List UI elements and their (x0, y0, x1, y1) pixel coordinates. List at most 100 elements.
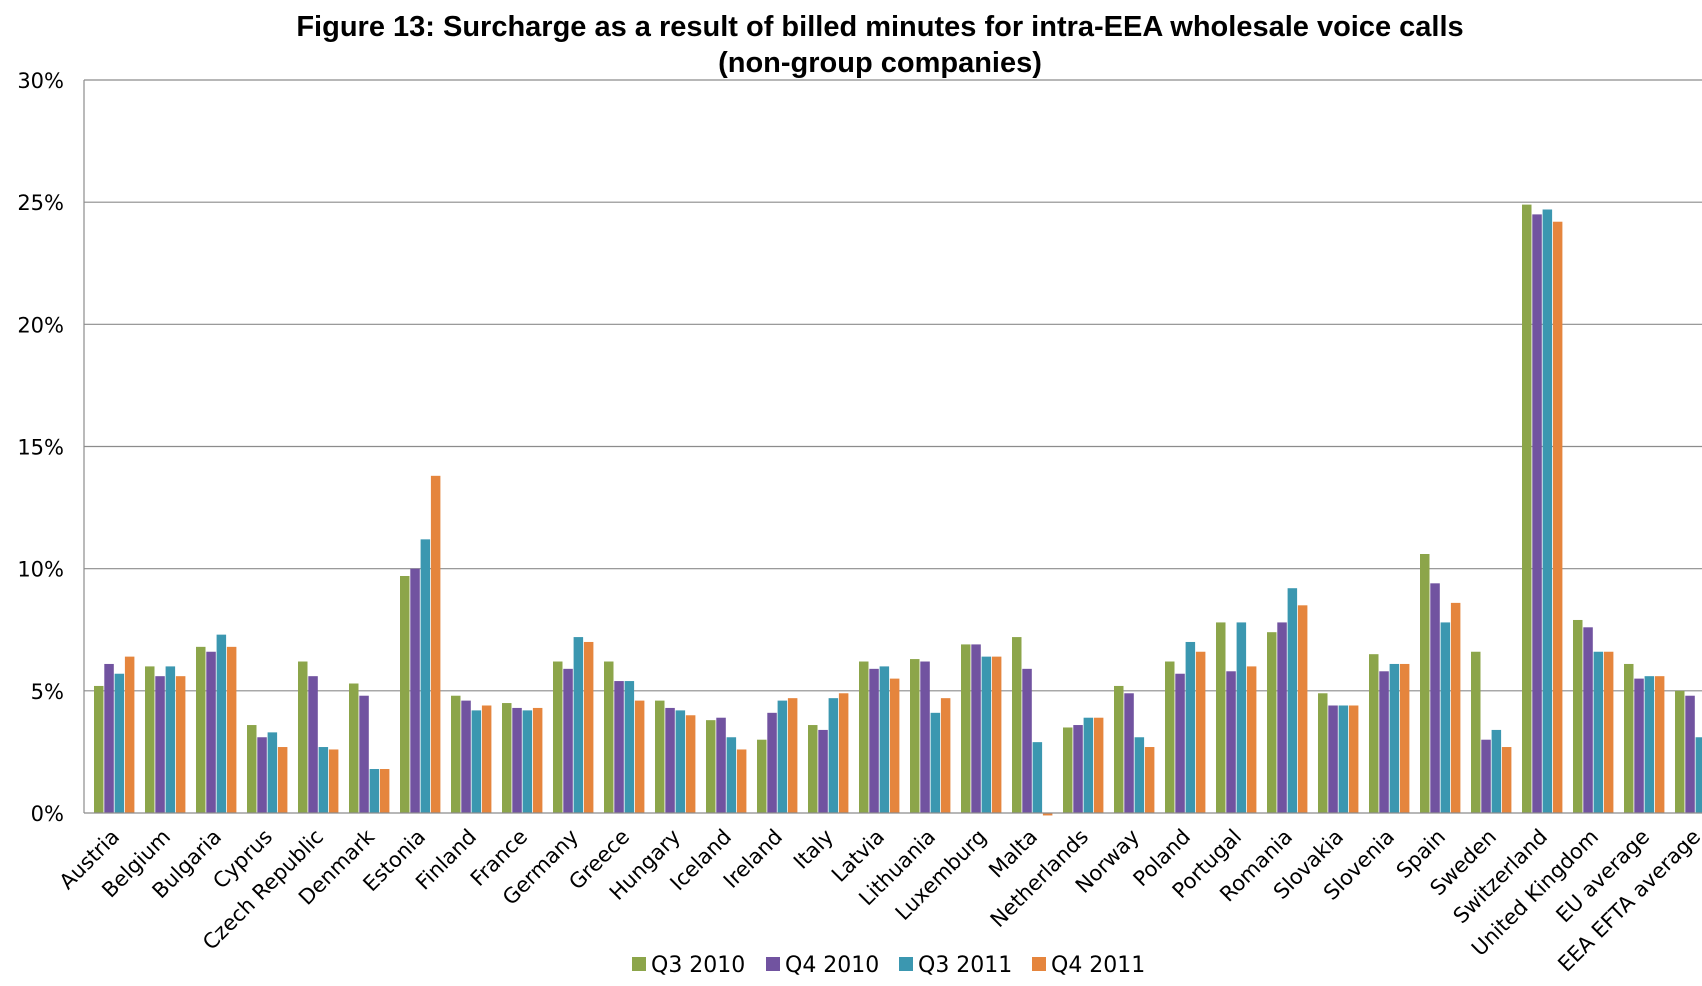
bar-q3-2010 (1267, 632, 1277, 813)
bar-q3-2010 (1012, 637, 1022, 813)
bar-q4-2010 (767, 712, 777, 813)
y-tick-label: 0% (31, 802, 64, 826)
bar-q3-2010 (400, 575, 410, 813)
bar-q4-2011 (226, 646, 237, 813)
bar-q4-2010 (716, 717, 726, 813)
bar-q3-2010 (451, 695, 461, 813)
bar-q4-2011 (1093, 717, 1104, 813)
y-axis-ticks: 0% 5% 10% 15% 20% 25% 30% (17, 69, 64, 826)
legend-swatch (1032, 957, 1046, 971)
bar-q4-2011 (787, 698, 798, 813)
bar-q3-2010 (1216, 622, 1226, 813)
bar-q3-2011 (1491, 729, 1502, 813)
chart-title-line-1: Figure 13: Surcharge as a result of bill… (296, 11, 1463, 43)
bar-q3-2011 (1440, 622, 1451, 813)
bar-q3-2010 (910, 659, 920, 813)
legend: Q3 2010 Q4 2010 Q3 2011 Q4 2011 (632, 953, 1145, 978)
bar-q3-2011 (1644, 676, 1655, 813)
bar-q3-2011 (1032, 742, 1043, 813)
bar-q3-2011 (777, 700, 788, 813)
bar-q3-2010 (1318, 693, 1328, 813)
bar-q3-2011 (471, 710, 482, 813)
bar-q3-2011 (114, 673, 125, 813)
bar-q4-2011 (1501, 747, 1512, 813)
y-tick-label: 15% (17, 436, 64, 460)
bar-q4-2010 (410, 568, 420, 813)
bar-q4-2011 (277, 747, 288, 813)
bar-q3-2010 (349, 683, 359, 813)
bar-q3-2011 (267, 732, 278, 813)
bar-q4-2010 (971, 644, 981, 813)
bar-q3-2011 (420, 539, 431, 813)
legend-label: Q3 2011 (918, 953, 1012, 978)
bar-q3-2010 (1063, 727, 1073, 813)
gridlines (84, 79, 1702, 692)
bar-q4-2011 (991, 656, 1002, 813)
bar-q3-2010 (757, 739, 767, 813)
bar-q3-2010 (1369, 654, 1379, 813)
bar-q3-2010 (553, 661, 563, 813)
bar-q3-2010 (1420, 554, 1430, 813)
bar-q4-2011 (1450, 602, 1461, 813)
bar-q3-2010 (1573, 619, 1583, 813)
bar-q4-2010 (818, 729, 828, 813)
bar-q4-2011 (889, 678, 900, 813)
bar-q3-2011 (369, 769, 380, 813)
bar-q3-2011 (726, 737, 737, 813)
bar-q4-2010 (1634, 678, 1644, 813)
bar-q3-2011 (879, 666, 890, 813)
bar-q4-2010 (1379, 671, 1389, 813)
bar-q4-2011 (379, 769, 390, 813)
bar-q4-2011 (1654, 676, 1665, 813)
bar-q3-2011 (981, 656, 992, 813)
bar-q4-2010 (665, 707, 675, 813)
legend-label: Q4 2011 (1051, 953, 1145, 978)
bar-q3-2010 (1165, 661, 1175, 813)
legend-label: Q3 2010 (651, 953, 745, 978)
bar-q4-2010 (1073, 725, 1083, 813)
bar-q3-2011 (1134, 737, 1145, 813)
legend-swatch (632, 957, 646, 971)
chart-title-line-2: (non-group companies) (718, 47, 1042, 79)
bar-q4-2010 (1277, 622, 1287, 813)
bar-q4-2011 (1297, 605, 1308, 813)
bar-q3-2010 (655, 700, 665, 813)
bar-q3-2011 (1338, 705, 1349, 813)
bar-q4-2011 (1348, 705, 1359, 813)
bar-q3-2010 (94, 685, 104, 813)
bar-q3-2010 (247, 725, 257, 813)
bar-q4-2010 (1226, 671, 1236, 813)
bar-q4-2011 (1603, 651, 1614, 813)
legend-swatch (766, 957, 780, 971)
y-tick-label: 20% (17, 313, 64, 337)
axes (83, 80, 1702, 814)
bar-q3-2011 (1389, 663, 1400, 813)
bar-q4-2011 (481, 705, 492, 813)
bar-q4-2011 (1552, 221, 1563, 814)
bar-q4-2011 (736, 749, 747, 813)
legend-swatch (899, 957, 913, 971)
bar-q3-2011 (165, 666, 176, 813)
bar-q3-2010 (145, 666, 155, 813)
bar-q4-2011 (1399, 663, 1410, 813)
bar-q4-2010 (257, 737, 267, 813)
bar-q3-2011 (522, 710, 533, 813)
bar-q4-2010 (359, 695, 369, 813)
bar-q4-2010 (563, 668, 573, 813)
bar-q4-2010 (1532, 214, 1542, 814)
bar-q3-2010 (1624, 663, 1634, 813)
bar-q3-2010 (502, 703, 512, 813)
bar-q4-2010 (104, 663, 114, 813)
bar-q3-2011 (1542, 209, 1553, 813)
bar-q4-2011 (634, 700, 645, 813)
bar-q4-2010 (1022, 668, 1032, 813)
bar-q4-2011 (532, 707, 543, 813)
bar-q3-2011 (1593, 651, 1604, 813)
bar-q3-2010 (706, 720, 716, 813)
bar-q4-2010 (155, 676, 165, 813)
bar-q3-2011 (1287, 588, 1298, 813)
bar-q3-2011 (1083, 717, 1094, 813)
bar-q3-2011 (318, 747, 329, 813)
